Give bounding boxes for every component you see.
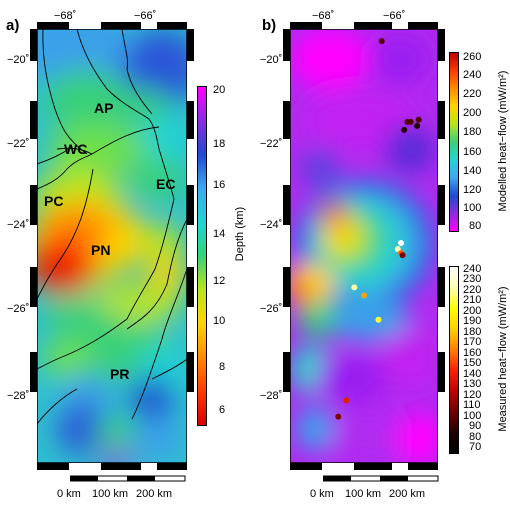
measured-tick-label: 220 <box>463 284 482 296</box>
depth-colorbar <box>197 86 207 426</box>
panel-b-lat-tick-label: −26˚ <box>260 303 283 315</box>
heat-flow-point <box>375 316 382 323</box>
heat-flow-map <box>290 29 438 463</box>
heat-flow-point <box>343 397 350 404</box>
heat-flow-point <box>415 116 422 123</box>
scale-bar-b-label: 200 km <box>389 488 426 500</box>
modelled-tick-label: 120 <box>463 184 482 196</box>
heat-flow-point <box>351 284 358 291</box>
measured-tick-label: 90 <box>469 420 482 432</box>
scale-bar-b-label: 100 km <box>345 488 382 500</box>
modelled-heat-flow-colorbar <box>449 52 459 232</box>
panel-a-lat-tick-label: −26˚ <box>7 303 30 315</box>
heat-flow-point <box>361 292 367 299</box>
measured-heat-flow-colorbar <box>449 266 459 454</box>
measured-tick-label: 230 <box>463 273 482 285</box>
measured-tick-label: 170 <box>463 336 482 348</box>
scale-bar-a-label: 100 km <box>92 488 129 500</box>
depth-colorbar-ticks: 20 18 16 14 12 10 8 6 <box>210 84 234 426</box>
panel-a-frame-ticks <box>30 22 194 470</box>
depth-colorbar-label: Depth (km) <box>234 206 246 262</box>
measured-tick-label: 150 <box>463 357 482 369</box>
modelled-tick-label: 220 <box>463 88 482 100</box>
region-label-wc: WC <box>64 141 88 157</box>
heat-flow-point <box>335 413 342 420</box>
panel-b-lat-tick-label: −24˚ <box>260 219 283 231</box>
panel-a-lat-tick-label: −22˚ <box>7 138 30 150</box>
modelled-tick-label: 160 <box>463 146 482 158</box>
modelled-colorbar-ticks: 260 240 220 200 180 160 140 120 100 80 <box>461 51 485 234</box>
panel-b-lon-tick-label: −66˚ <box>383 10 406 22</box>
modelled-tick-label: 260 <box>463 51 482 63</box>
panel-b-lat-tick-label: −22˚ <box>260 138 283 150</box>
modelled-tick-label: 100 <box>463 202 482 214</box>
depth-tick-label: 6 <box>219 404 226 416</box>
panel-b-lon-tick-label: −68˚ <box>312 10 335 22</box>
measured-tick-label: 210 <box>463 294 482 306</box>
measured-tick-label: 160 <box>463 347 482 359</box>
measured-tick-label: 240 <box>463 263 482 275</box>
heat-flow-point <box>398 240 404 246</box>
measured-tick-label: 130 <box>463 378 482 390</box>
measured-colorbar-ticks: 240 230 220 210 200 190 180 170 160 150 … <box>461 263 485 458</box>
heat-flow-point <box>394 246 401 252</box>
depth-tick-label: 14 <box>213 228 226 240</box>
scale-bar-b-label: 0 km <box>310 488 334 500</box>
scale-bar-a-label: 0 km <box>57 488 81 500</box>
depth-tick-label: 12 <box>213 275 226 287</box>
region-label-ap: AP <box>94 100 114 116</box>
measured-tick-label: 140 <box>463 368 482 380</box>
measured-tick-label: 70 <box>469 441 482 453</box>
panel-b-lat-tick-label: −28˚ <box>260 390 283 402</box>
panel-a-letter: a) <box>6 17 20 34</box>
heat-flow-point <box>414 122 421 129</box>
measured-tick-label: 180 <box>463 326 482 338</box>
measured-heat-flow-points <box>335 38 422 420</box>
depth-tick-label: 18 <box>213 138 226 150</box>
region-label-pr: PR <box>110 366 130 382</box>
modelled-tick-label: 200 <box>463 107 482 119</box>
depth-map <box>37 29 187 463</box>
measured-tick-label: 190 <box>463 315 482 327</box>
modelled-tick-label: 140 <box>463 165 482 177</box>
region-label-pn: PN <box>91 242 111 258</box>
panel-a-lon-tick-label: −68˚ <box>54 10 77 22</box>
depth-tick-label: 16 <box>213 179 226 191</box>
region-label-ec: EC <box>156 176 176 192</box>
panel-a-lat-tick-label: −28˚ <box>7 390 30 402</box>
scale-bar-b <box>323 475 439 482</box>
panel-b-letter: b) <box>262 17 277 34</box>
modelled-tick-label: 180 <box>463 126 482 138</box>
measured-colorbar-label: Measured heat−flow (mW/m²) <box>497 286 509 432</box>
modelled-tick-label: 80 <box>469 220 482 232</box>
modelled-colorbar-label: Modelled heat−flow (mW/m²) <box>497 70 509 212</box>
panel-b-lat-tick-label: −20˚ <box>260 54 283 66</box>
measured-tick-label: 80 <box>469 431 482 443</box>
heat-flow-point <box>378 38 385 45</box>
heat-flow-point <box>407 118 414 125</box>
measured-tick-label: 100 <box>463 410 482 422</box>
measured-tick-label: 120 <box>463 389 482 401</box>
measured-tick-label: 110 <box>463 399 481 411</box>
scale-bar-a-label: 200 km <box>136 488 173 500</box>
scale-bar-a <box>70 475 186 482</box>
depth-tick-label: 20 <box>213 84 226 96</box>
region-label-pc: PC <box>44 193 64 209</box>
measured-tick-label: 200 <box>463 305 482 317</box>
panel-a-lon-tick-label: −66˚ <box>134 10 157 22</box>
panel-b-frame-ticks <box>283 22 445 470</box>
depth-tick-label: 10 <box>213 315 226 327</box>
modelled-tick-label: 240 <box>463 69 482 81</box>
heat-flow-point <box>399 252 406 259</box>
depth-tick-label: 8 <box>219 361 226 373</box>
panel-a-lat-tick-label: −20˚ <box>7 54 30 66</box>
panel-a-lat-tick-label: −24˚ <box>7 219 30 231</box>
heat-flow-point <box>401 126 408 133</box>
